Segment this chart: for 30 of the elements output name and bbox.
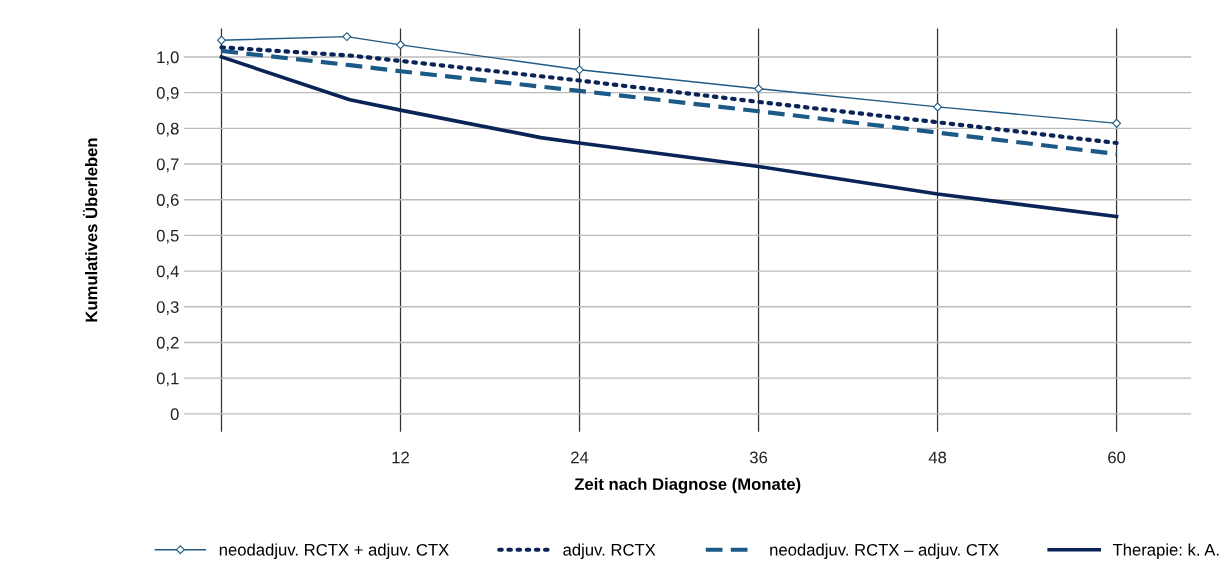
- y-tick-label: 0,3: [156, 301, 179, 315]
- y-tick-label: 0: [170, 408, 179, 421]
- x-tick-label: 24: [571, 451, 589, 464]
- x-tick-label: 12: [392, 451, 409, 464]
- y-tick-label: 1,0: [157, 51, 179, 66]
- legend-label: neodadjuv. RCTX – adjuv. CTX: [770, 543, 999, 559]
- point: [933, 102, 943, 112]
- y-tick-label: 0,5: [156, 229, 179, 244]
- x-tick-label: 48: [928, 451, 947, 464]
- y-tick-label: 0,2: [156, 336, 179, 351]
- x-tick-label: 60: [1108, 451, 1126, 464]
- y-tick-label: 0,9: [156, 87, 179, 101]
- y-axis-title: Kumulatives Überleben: [82, 138, 98, 322]
- y-tick-label: 0,6: [156, 194, 179, 208]
- point: [342, 32, 352, 42]
- y-tick-label: 0,8: [156, 122, 179, 137]
- x-tick-label: 36: [749, 451, 768, 464]
- y-tick-label: 0,1: [156, 372, 179, 387]
- point: [396, 40, 405, 50]
- point: [754, 84, 764, 94]
- point: [1112, 118, 1122, 128]
- legend-label: neodadjuv. RCTX + adjuv. CTX: [219, 543, 449, 559]
- y-tick-label: 0,7: [156, 158, 179, 173]
- point: [217, 35, 226, 45]
- legend-label: adjuv. RCTX: [563, 543, 656, 559]
- y-tick-label: 0,4: [156, 265, 179, 280]
- legend-label: Therapie: k. A.: [1112, 543, 1219, 559]
- x-axis-title: Zeit nach Diagnose (Monate): [574, 477, 801, 494]
- point: [575, 65, 585, 75]
- line-series: [219, 55, 1119, 219]
